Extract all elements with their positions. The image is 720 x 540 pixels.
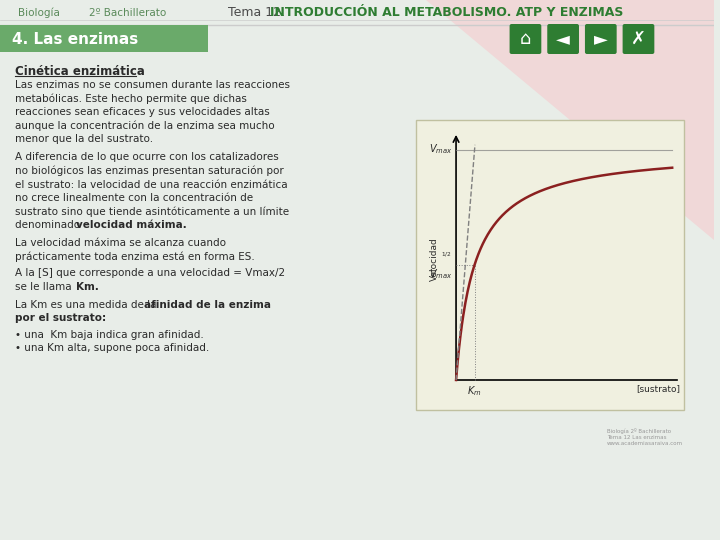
- Text: INTRODUCCIÓN AL METABOLISMO. ATP Y ENZIMAS: INTRODUCCIÓN AL METABOLISMO. ATP Y ENZIM…: [270, 6, 623, 19]
- Text: La velocidad máxima se alcanza cuando: La velocidad máxima se alcanza cuando: [15, 238, 226, 247]
- Text: A la [S] que corresponde a una velocidad = Vmax/2: A la [S] que corresponde a una velocidad…: [15, 268, 285, 279]
- Text: La Km es una medida de la: La Km es una medida de la: [15, 300, 160, 309]
- Text: $V_{max}$: $V_{max}$: [428, 267, 452, 281]
- Text: se le llama: se le llama: [15, 282, 75, 292]
- Text: Las enzimas no se consumen durante las reacciones: Las enzimas no se consumen durante las r…: [15, 80, 290, 90]
- Text: [sustrato]: [sustrato]: [636, 384, 680, 393]
- Text: Cinética enzimática: Cinética enzimática: [15, 65, 145, 78]
- Text: • una Km alta, supone poca afinidad.: • una Km alta, supone poca afinidad.: [15, 343, 209, 353]
- Text: por el sustrato:: por el sustrato:: [15, 313, 106, 323]
- Text: $V_{max}$: $V_{max}$: [428, 143, 452, 157]
- Text: Km.: Km.: [76, 282, 99, 292]
- Text: menor que la del sustrato.: menor que la del sustrato.: [15, 134, 153, 144]
- FancyBboxPatch shape: [510, 24, 541, 54]
- Text: prácticamente toda enzima está en forma ES.: prácticamente toda enzima está en forma …: [15, 251, 255, 261]
- Text: ◄: ◄: [556, 30, 570, 48]
- Text: sustrato sino que tiende asintóticamente a un límite: sustrato sino que tiende asintóticamente…: [15, 206, 289, 217]
- Text: ►: ►: [594, 30, 608, 48]
- Text: no crece linealmente con la concentración de: no crece linealmente con la concentració…: [15, 193, 253, 203]
- Text: Biología 2º Bachillerato
Tema 12 Las enzimas
www.academiasaraiva.com: Biología 2º Bachillerato Tema 12 Las enz…: [607, 428, 683, 446]
- Text: 4. Las enzimas: 4. Las enzimas: [12, 31, 138, 46]
- Text: velocidad máxima.: velocidad máxima.: [76, 220, 187, 230]
- Polygon shape: [426, 0, 714, 240]
- Text: ✗: ✗: [631, 30, 646, 48]
- Text: aunque la concentración de la enzima sea mucho: aunque la concentración de la enzima sea…: [15, 120, 274, 131]
- Text: no biológicos las enzimas presentan saturación por: no biológicos las enzimas presentan satu…: [15, 166, 284, 177]
- FancyBboxPatch shape: [585, 24, 616, 54]
- Text: denominado: denominado: [15, 220, 84, 230]
- Text: $^{1/2}$: $^{1/2}$: [441, 252, 452, 261]
- Text: 2º Bachillerato: 2º Bachillerato: [89, 8, 166, 18]
- Text: • una  Km baja indica gran afinidad.: • una Km baja indica gran afinidad.: [15, 329, 204, 340]
- FancyBboxPatch shape: [623, 24, 654, 54]
- Text: Velocidad: Velocidad: [430, 237, 438, 281]
- FancyBboxPatch shape: [416, 120, 684, 410]
- Text: reacciones sean eficaces y sus velocidades altas: reacciones sean eficaces y sus velocidad…: [15, 107, 269, 117]
- Text: Biología: Biología: [18, 8, 60, 18]
- Text: ⌂: ⌂: [520, 30, 531, 48]
- Text: Tema 12.: Tema 12.: [228, 6, 289, 19]
- Text: $K_m$: $K_m$: [467, 384, 482, 398]
- Text: el sustrato: la velocidad de una reacción enzimática: el sustrato: la velocidad de una reacció…: [15, 179, 287, 190]
- Text: metabólicas. Este hecho permite que dichas: metabólicas. Este hecho permite que dich…: [15, 93, 247, 104]
- FancyBboxPatch shape: [547, 24, 579, 54]
- Text: afinidad de la enzima: afinidad de la enzima: [144, 300, 271, 309]
- Text: A diferencia de lo que ocurre con los catalizadores: A diferencia de lo que ocurre con los ca…: [15, 152, 279, 163]
- FancyBboxPatch shape: [0, 25, 208, 52]
